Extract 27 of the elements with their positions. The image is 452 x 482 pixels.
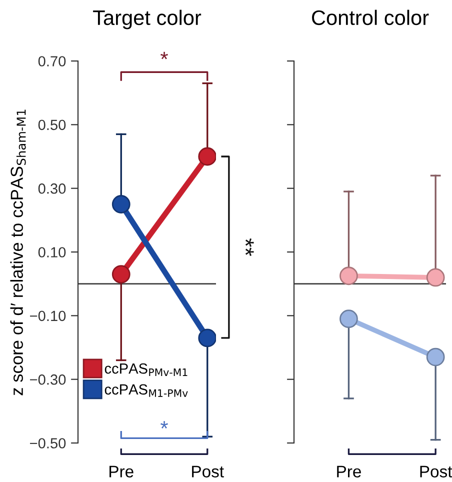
- point: [340, 310, 358, 328]
- x-tick-label: Post: [192, 466, 224, 478]
- legend-label: ccPAS$_{M1-PMv}$: [104, 384, 188, 397]
- chart-title: Target color: [93, 10, 202, 30]
- chart-title: Control color: [312, 10, 429, 26]
- point: [198, 147, 216, 166]
- x-tick-label: Pre: [110, 466, 134, 478]
- y-tick-label: 0.10: [38, 247, 66, 258]
- legend-label: ccPAS$_{PMv-M1}$: [104, 363, 188, 376]
- point: [112, 195, 130, 214]
- y-tick-label: 0.30: [38, 183, 66, 194]
- point: [198, 328, 216, 348]
- annotation: *: [160, 421, 168, 428]
- y-tick-label: 0.70: [38, 56, 66, 66]
- point: [426, 348, 445, 366]
- x-tick-label: Pre: [337, 466, 361, 478]
- point: [340, 266, 358, 286]
- y-tick-label: 0.50: [38, 120, 66, 130]
- text: **: [245, 238, 254, 256]
- x-tick-label: Post: [420, 466, 452, 478]
- point: [112, 265, 130, 284]
- text: *: [160, 52, 168, 60]
- y-tick-label: −0.50: [30, 438, 66, 448]
- y-tick-label: −0.10: [30, 310, 66, 322]
- point: [426, 268, 445, 287]
- y-axis-title: z score of d′ relative to ccPAS$_{Sham-M1}$: [10, 110, 26, 396]
- y-tick-label: −0.30: [30, 374, 66, 385]
